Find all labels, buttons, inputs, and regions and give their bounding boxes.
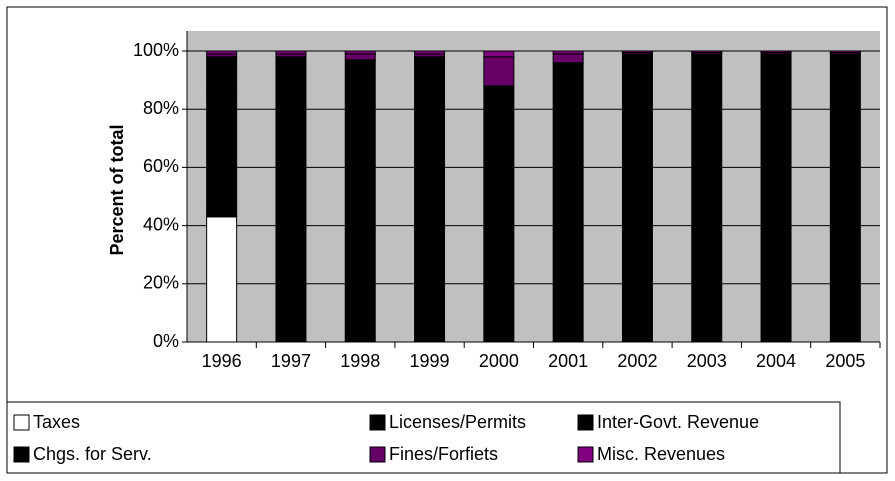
bar-segment [691,53,723,343]
y-tick-label: 100% [133,40,179,60]
y-axis-label: Percent of total [107,124,127,255]
y-tick-label: 40% [143,214,179,234]
x-tick-label: 2003 [687,351,727,371]
legend-label: Taxes [33,412,80,432]
legend-swatch [13,414,30,431]
bar-segment [552,53,584,64]
bar-segment [621,53,653,343]
bar-segment [206,94,238,212]
bar-segment [483,85,515,343]
y-tick-label: 80% [143,98,179,118]
bar-segment [691,50,723,53]
legend-swatch [577,446,594,463]
bar-segment [206,210,238,218]
bar-segment [414,50,446,55]
x-tick-label: 1998 [340,351,380,371]
x-tick-label: 2002 [617,351,657,371]
legend-swatch [577,414,594,431]
x-tick-label: 2004 [756,351,796,371]
bar-segment [621,50,653,53]
bar-segment [206,56,238,96]
bar-segment [344,53,376,61]
bar-segment [552,62,584,343]
bar-segment [483,50,515,58]
legend-label: Misc. Revenues [597,444,725,464]
bar-segment [829,50,861,53]
legend-label: Chgs. for Serv. [33,444,152,464]
bar-segment [552,50,584,55]
x-tick-label: 1996 [202,351,242,371]
bar-segment [483,56,515,87]
legend-label: Licenses/Permits [389,412,526,432]
x-tick-label: 1999 [410,351,450,371]
bar-segment [275,50,307,55]
bar-segment [414,56,446,343]
bar-segment [829,53,861,343]
bar-segment [275,56,307,343]
legend [6,401,841,474]
y-tick-label: 0% [153,331,179,351]
bar-segment [206,216,238,343]
x-tick-label: 1997 [271,351,311,371]
bar-segment [344,59,376,343]
y-tick-label: 20% [143,273,179,293]
legend-label: Inter-Govt. Revenue [597,412,759,432]
x-tick-label: 2000 [479,351,519,371]
bar-segment [344,50,376,55]
bar-segment [760,53,792,343]
bar-segment [760,50,792,53]
legend-label: Fines/Forfiets [389,444,498,464]
x-tick-label: 2005 [825,351,865,371]
y-tick-label: 60% [143,156,179,176]
bar-segment [206,50,238,55]
legend-swatch [369,414,386,431]
legend-swatch [369,446,386,463]
legend-swatch [13,446,30,463]
x-tick-label: 2001 [548,351,588,371]
